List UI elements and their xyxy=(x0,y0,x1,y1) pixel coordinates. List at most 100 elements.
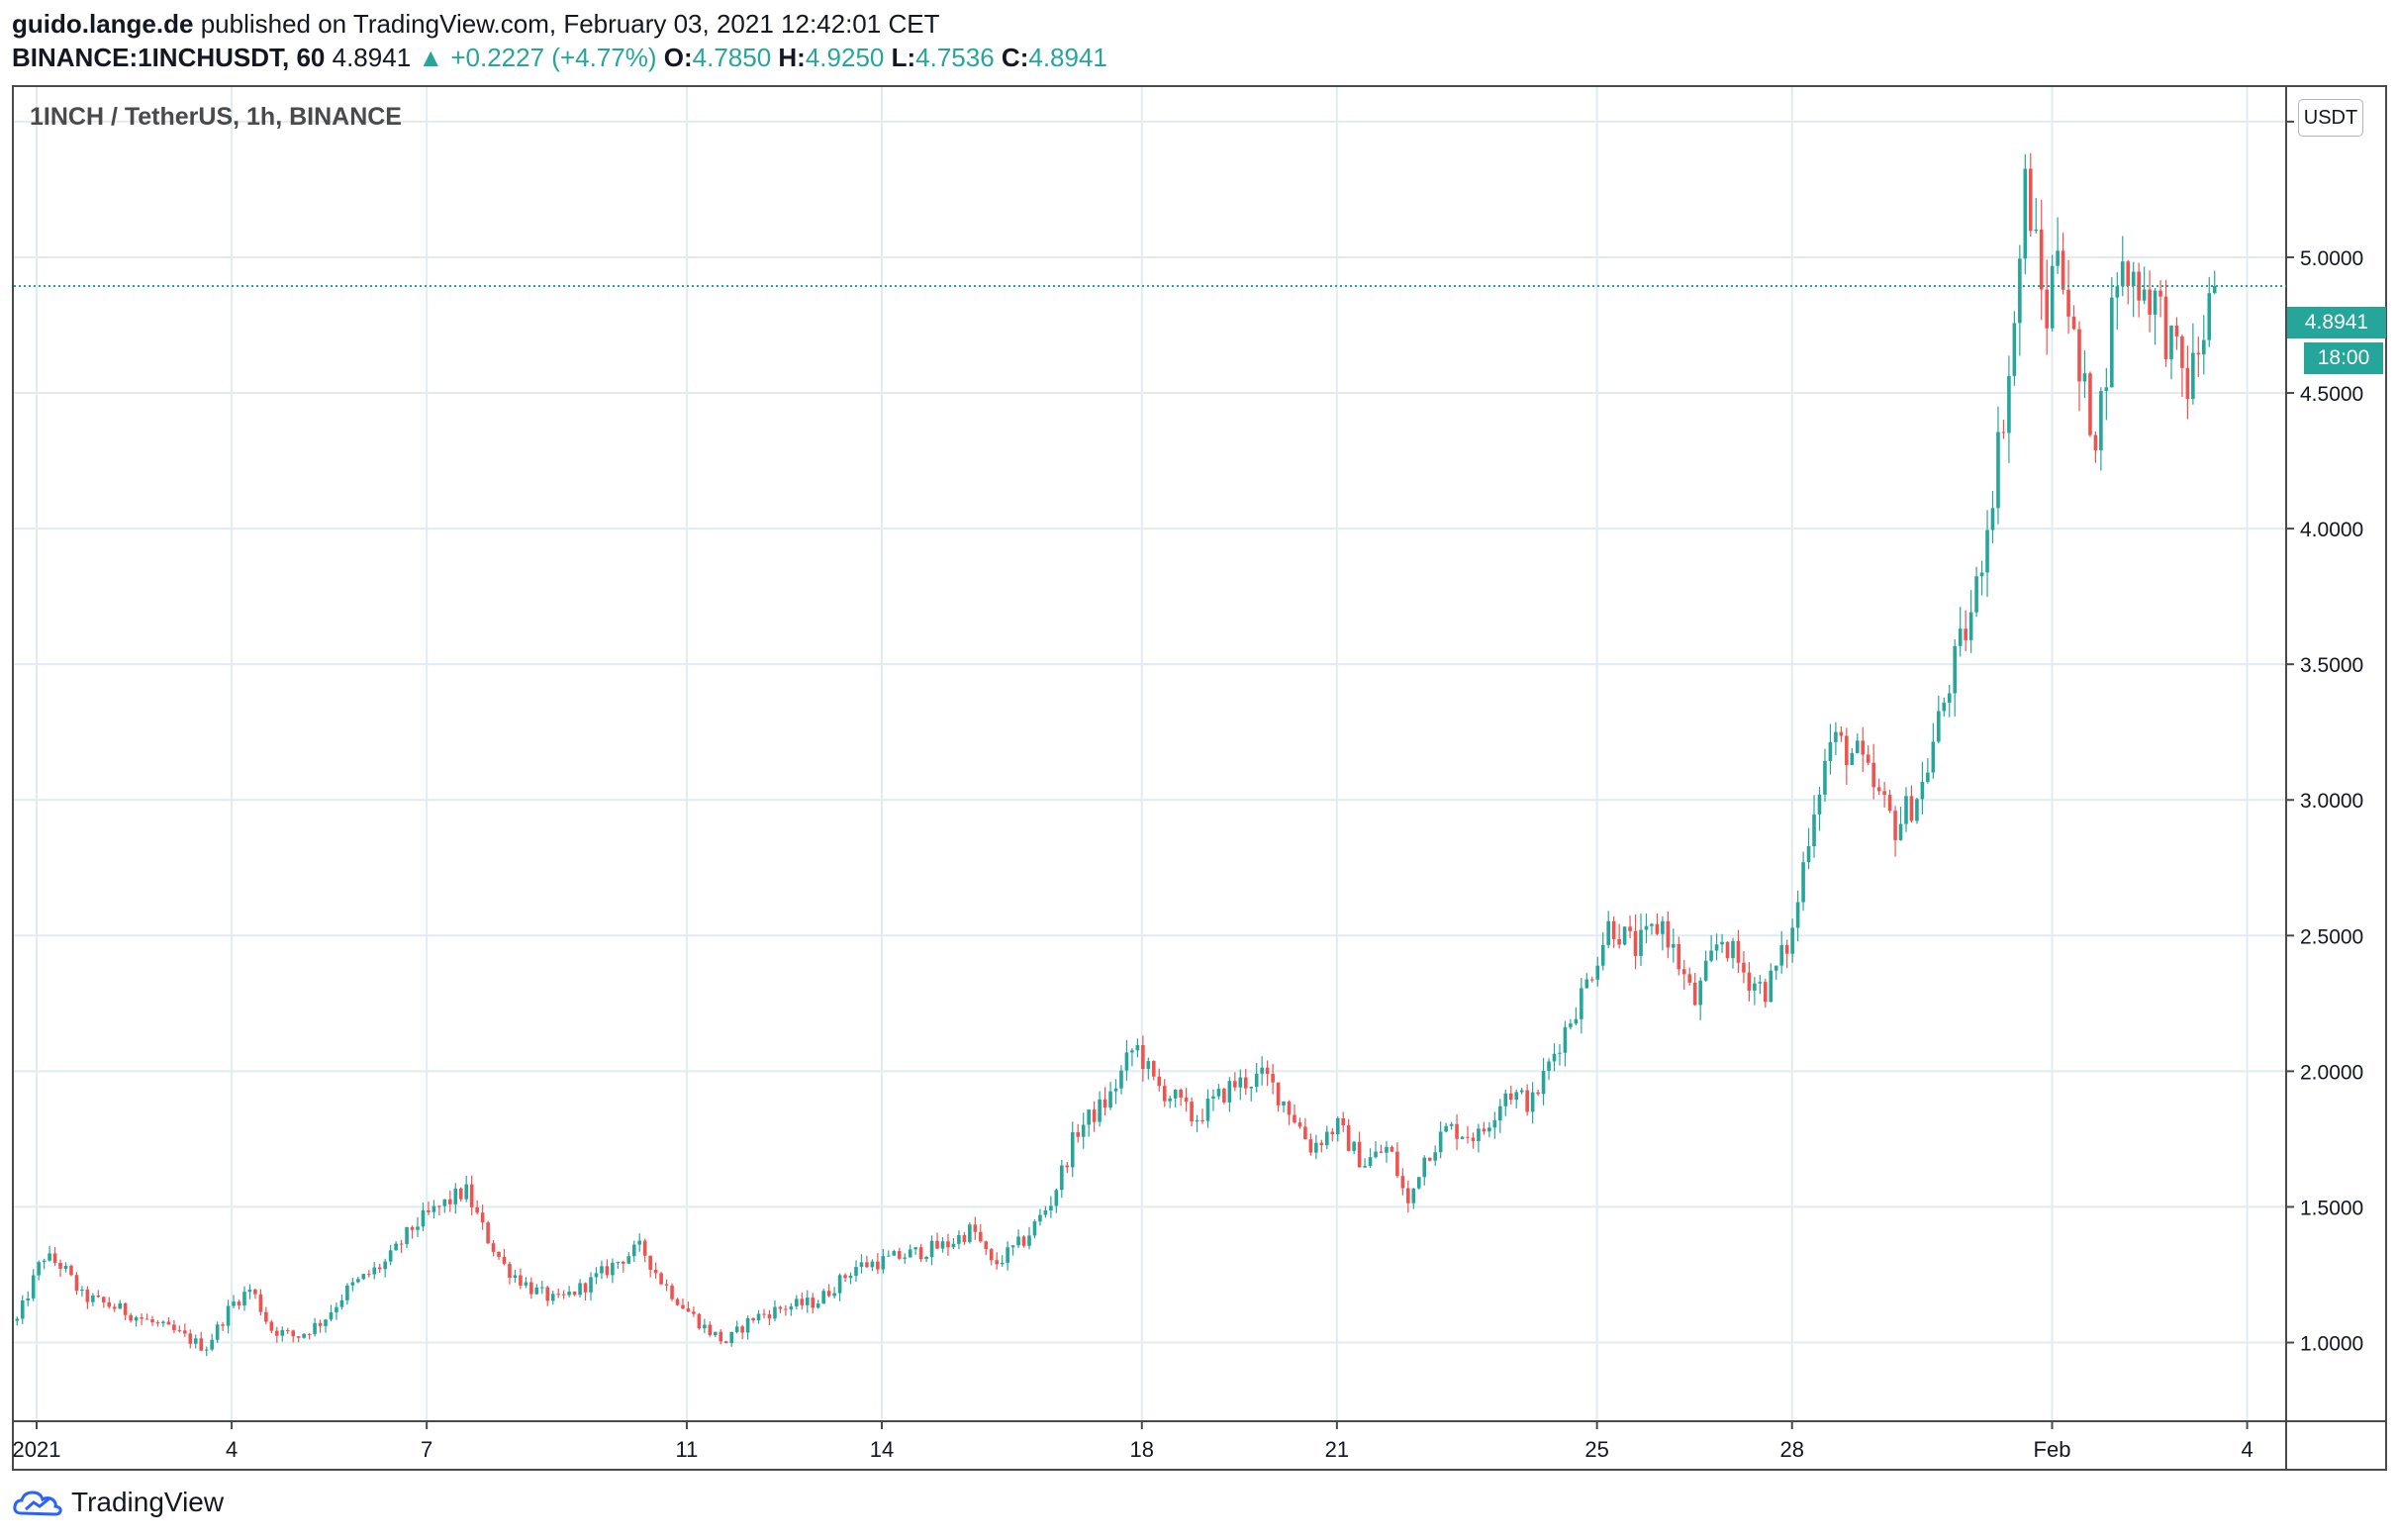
candle-body xyxy=(1666,920,1671,948)
candle-body xyxy=(1681,969,1686,975)
candle-body xyxy=(1931,741,1936,773)
candle-body xyxy=(908,1249,912,1258)
candle-body xyxy=(1547,1061,1551,1071)
candle-body xyxy=(1725,941,1730,959)
author-name[interactable]: guido.lange.de xyxy=(12,9,194,39)
candle-body xyxy=(1661,920,1665,934)
candle-body xyxy=(1276,1082,1281,1106)
tradingview-cloud-icon[interactable] xyxy=(12,1488,63,1517)
candle-body xyxy=(1190,1102,1194,1122)
candle-body xyxy=(773,1306,777,1319)
candle-body xyxy=(1282,1102,1286,1106)
candle-body xyxy=(1580,988,1583,1019)
x-tick-label: 28 xyxy=(1779,1437,1803,1462)
candle-body xyxy=(1352,1141,1356,1151)
candle-body xyxy=(1216,1089,1221,1097)
candle-body xyxy=(1606,920,1610,945)
candle-body xyxy=(140,1317,144,1319)
candle-body xyxy=(1103,1099,1107,1107)
candle-body xyxy=(626,1256,631,1264)
candle-body xyxy=(1845,735,1849,766)
candle-body xyxy=(756,1313,761,1321)
candle-body xyxy=(1942,702,1947,712)
candle-body xyxy=(1049,1205,1053,1210)
candle-body xyxy=(1287,1102,1292,1115)
candle-body xyxy=(2082,373,2087,382)
candle-body xyxy=(1000,1262,1005,1265)
candle-body xyxy=(1834,731,1838,742)
candle-body xyxy=(854,1267,858,1277)
candle-body xyxy=(421,1209,426,1227)
candle-body xyxy=(2158,290,2162,297)
candle-body xyxy=(918,1247,923,1260)
candle-body xyxy=(52,1253,57,1263)
candle-body xyxy=(1265,1067,1270,1075)
candle-body xyxy=(989,1249,994,1261)
candle-body xyxy=(567,1292,571,1296)
candle-body xyxy=(1444,1125,1448,1132)
candle-body xyxy=(58,1262,62,1269)
candle-body xyxy=(1569,1023,1573,1027)
candle-body xyxy=(508,1263,512,1279)
candle-body xyxy=(437,1205,441,1207)
candle-body xyxy=(42,1260,47,1263)
candle-body xyxy=(48,1253,51,1261)
close-value: 4.8941 xyxy=(1028,43,1107,72)
candle-body xyxy=(2099,391,2103,450)
candle-body xyxy=(697,1313,702,1329)
candle-body xyxy=(556,1294,560,1296)
candle-body xyxy=(210,1339,214,1350)
candle-body xyxy=(80,1290,84,1292)
candle-body xyxy=(1466,1136,1470,1138)
candle-body xyxy=(1898,823,1903,840)
candle-body xyxy=(1508,1093,1513,1101)
candle-body xyxy=(1254,1073,1259,1088)
candle-body xyxy=(416,1226,420,1230)
candle-body xyxy=(703,1324,707,1329)
candle-body xyxy=(1617,938,1621,945)
candle-body xyxy=(2061,250,2065,290)
footer-brand[interactable]: TradingView xyxy=(71,1487,225,1517)
x-tick-label: 4 xyxy=(2241,1437,2253,1462)
candle-body xyxy=(550,1294,555,1301)
candle-body xyxy=(1379,1151,1384,1153)
candle-body xyxy=(811,1298,815,1308)
candle-body xyxy=(258,1294,263,1312)
candle-body xyxy=(118,1302,122,1309)
candle-body xyxy=(491,1243,496,1252)
candle-body xyxy=(1958,628,1963,646)
candle-body xyxy=(946,1241,950,1248)
publish-info: guido.lange.de published on TradingView.… xyxy=(12,6,939,42)
candle-body xyxy=(1996,432,2000,509)
candle-body xyxy=(2142,289,2147,301)
candle-body xyxy=(1179,1090,1183,1098)
candle-body xyxy=(767,1314,772,1319)
candle-body xyxy=(762,1313,766,1315)
candle-body xyxy=(1422,1157,1427,1178)
countdown-tag: 18:00 xyxy=(2304,342,2383,374)
candle-body xyxy=(1866,754,1870,763)
candle-body xyxy=(740,1326,744,1333)
candle-body xyxy=(1687,974,1692,983)
candle-body xyxy=(1124,1052,1129,1071)
candle-body xyxy=(734,1326,739,1332)
candle-body xyxy=(486,1222,490,1244)
candle-body xyxy=(1795,902,1800,928)
candle-body xyxy=(2023,168,2028,259)
candle-body xyxy=(215,1324,220,1340)
candle-body xyxy=(545,1287,550,1301)
candle-body xyxy=(2163,296,2168,359)
candle-body xyxy=(1850,752,1855,766)
candle-body xyxy=(1173,1090,1178,1099)
candle-body xyxy=(1098,1099,1102,1122)
candle-body xyxy=(1038,1214,1042,1222)
y-tick-label: 1.0000 xyxy=(2300,1333,2363,1356)
candle-body xyxy=(745,1317,750,1333)
currency-button[interactable]: USDT xyxy=(2298,99,2363,137)
candle-body xyxy=(183,1330,187,1334)
candle-body xyxy=(497,1251,501,1257)
candle-body xyxy=(237,1301,241,1305)
candle-body xyxy=(892,1251,897,1256)
candle-body xyxy=(1492,1119,1497,1128)
